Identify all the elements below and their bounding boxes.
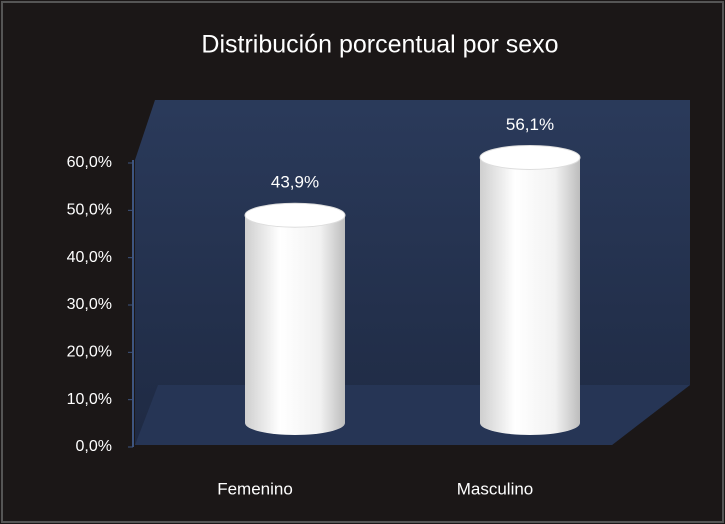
y-tick-label: 60,0% <box>67 154 112 171</box>
y-tick-label: 50,0% <box>67 202 112 219</box>
y-tick-label: 40,0% <box>67 249 112 266</box>
bar <box>244 202 346 435</box>
y-tick-label: 10,0% <box>67 391 112 408</box>
y-tick-label: 0,0% <box>76 438 112 455</box>
floor <box>135 385 690 445</box>
bar <box>479 144 581 435</box>
y-tick-label: 30,0% <box>67 296 112 313</box>
x-tick-label: Masculino <box>457 479 534 498</box>
data-label: 56,1% <box>506 115 554 134</box>
y-tick-label: 20,0% <box>67 344 112 361</box>
x-tick-label: Femenino <box>217 479 293 498</box>
data-label: 43,9% <box>271 173 319 192</box>
chart-title: Distribución porcentual por sexo <box>201 31 558 59</box>
